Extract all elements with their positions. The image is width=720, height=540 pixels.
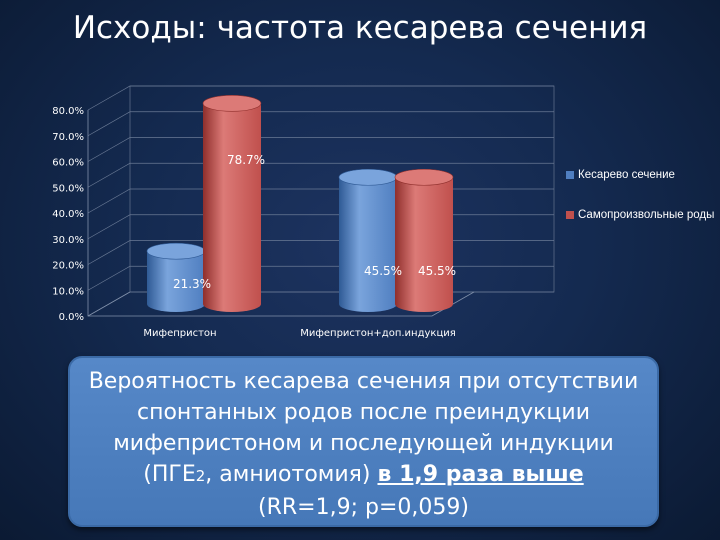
bar-cylinder-body <box>203 103 261 312</box>
y-tick-label: 80.0% <box>52 106 84 117</box>
gridline <box>87 85 554 111</box>
x-tick-label: Мифепристон+доп.индукция <box>300 328 456 339</box>
callout-emphasis: в 1,9 раза выше <box>377 462 584 487</box>
data-label: 45.5% <box>418 264 456 278</box>
legend-swatch-spontaneous <box>566 211 574 219</box>
gridline <box>87 137 554 162</box>
gridline <box>87 188 554 214</box>
bar-chart: 0.0% 10.0% 20.0% 30.0% 40.0% 50.0% 60.0% 70.0% 8… <box>52 85 555 339</box>
slide-title: Исходы: частота кесарева сечения <box>72 10 648 46</box>
callout-line-4-middle: , амниотомия) <box>205 462 378 487</box>
y-tick-label: 60.0% <box>52 158 84 169</box>
conclusion-callout: Вероятность кесарева сечения при отсутст… <box>68 356 659 527</box>
chart-legend: Кесарево сечение Самопроизвольные роды <box>566 168 716 223</box>
legend-swatch-cesarean <box>566 171 574 179</box>
bar-cylinder-top <box>338 168 398 186</box>
x-tick-label: Мифепристон <box>143 328 216 339</box>
callout-line-5: (RR=1,9; р=0,059) <box>258 495 469 520</box>
y-tick-label: 0.0% <box>59 312 84 323</box>
y-tick-label: 40.0% <box>52 209 84 220</box>
y-tick-label: 50.0% <box>52 183 84 194</box>
gridline <box>87 162 554 188</box>
y-tick-label: 10.0% <box>52 286 84 297</box>
chart-floor-edge <box>87 291 131 317</box>
callout-line-3: мифепристоном и последующей индукции <box>113 431 614 456</box>
bar-cylinder-top <box>202 95 262 112</box>
legend-item-spontaneous: Самопроизвольные роды <box>566 208 716 223</box>
bar-cylinder-top <box>394 168 454 186</box>
legend-label-cesarean: Кесарево сечение <box>578 169 675 181</box>
y-tick-label: 20.0% <box>52 261 84 272</box>
y-tick-label: 30.0% <box>52 235 84 246</box>
bar-cylinder-body <box>147 251 205 312</box>
gridline <box>87 111 554 137</box>
callout-line-4-subscript: 2 <box>195 467 206 485</box>
y-tick-label: 70.0% <box>52 132 84 143</box>
callout-line-4-prefix: (ПГЕ <box>143 462 196 487</box>
bar-cylinder-body <box>395 177 453 312</box>
data-label: 78.7% <box>227 153 265 167</box>
callout-text: Вероятность кесарева сечения при отсутст… <box>70 366 657 523</box>
callout-line-4: (ПГЕ2, амниотомия) в 1,9 раза выше <box>70 459 657 492</box>
data-label: 45.5% <box>364 264 402 278</box>
callout-line-1: Вероятность кесарева сечения при отсутст… <box>88 369 639 394</box>
gridline <box>87 214 554 240</box>
legend-item-cesarean: Кесарево сечение <box>566 168 716 183</box>
bar-cylinder-body <box>339 177 397 312</box>
bar-cylinder-top <box>146 242 206 260</box>
data-label: 21.3% <box>173 277 211 291</box>
legend-label-spontaneous: Самопроизвольные роды <box>578 209 715 221</box>
callout-line-2: спонтанных родов после преиндукции <box>136 400 590 425</box>
